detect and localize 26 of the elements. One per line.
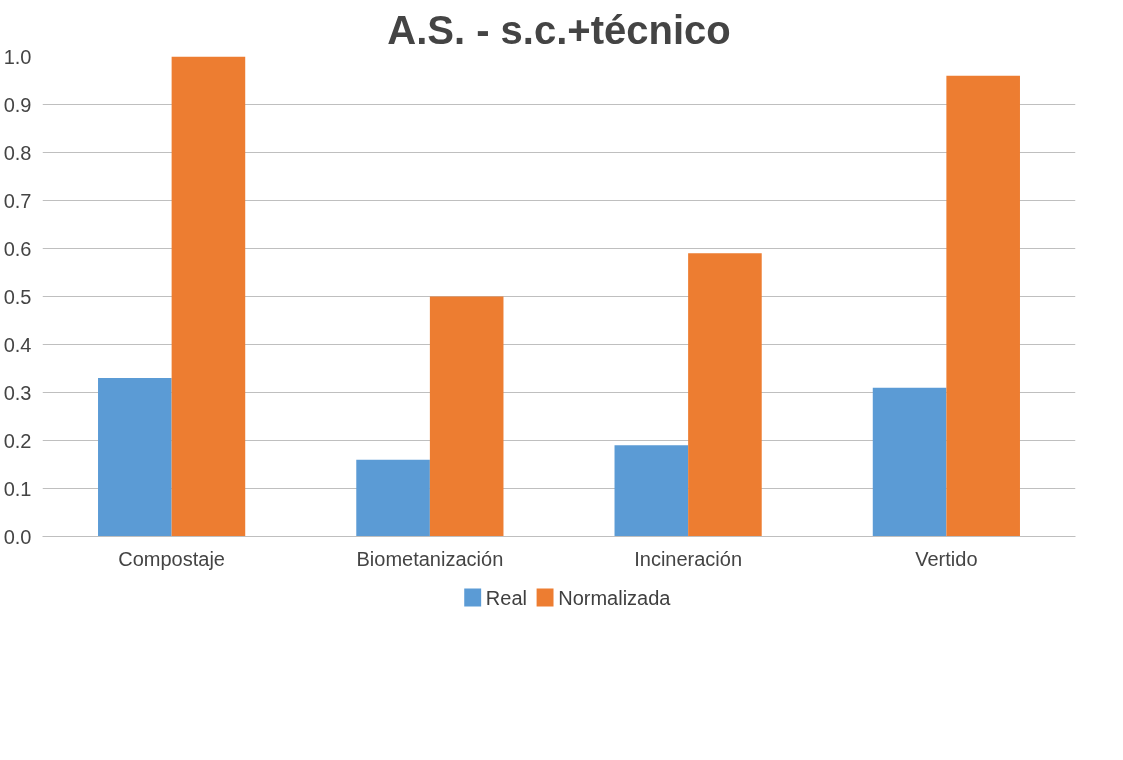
y-tick-label: 0.3 (3, 381, 32, 404)
y-tick-label: 0.4 (3, 333, 32, 356)
y-tick-label: 0.8 (3, 141, 32, 164)
bar (614, 445, 689, 537)
y-tick-label: 0.5 (3, 285, 32, 308)
bar (171, 56, 246, 537)
y-tick-label: 0.0 (3, 525, 32, 548)
x-tick-label: Incineración (634, 547, 743, 570)
bar (429, 296, 504, 537)
bar (872, 387, 947, 537)
x-tick-label: Compostaje (118, 547, 225, 570)
bar (98, 378, 172, 537)
y-tick-label: 0.6 (3, 237, 32, 260)
y-tick-label: 0.7 (3, 189, 32, 212)
y-tick-label: 1.0 (3, 45, 32, 68)
chart-title: A.S. - s.c.+técnico (387, 7, 731, 52)
y-tick-label: 0.2 (3, 429, 32, 452)
y-tick-label: 0.9 (3, 93, 32, 116)
x-tick-label: Biometanización (356, 547, 504, 570)
x-tick-label: Vertido (915, 547, 978, 570)
y-tick-label: 0.1 (3, 477, 32, 500)
bar (356, 459, 430, 537)
legend-label: Real (485, 586, 527, 609)
bar (688, 253, 762, 537)
legend-label: Normalizada (558, 586, 672, 609)
bar (946, 75, 1020, 537)
